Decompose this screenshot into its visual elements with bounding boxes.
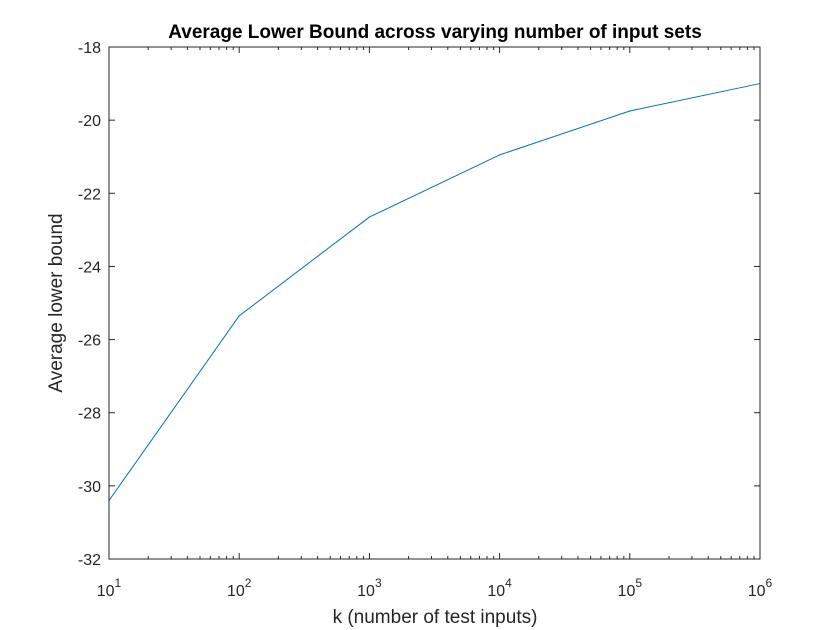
y-tick-label: -26 [78, 333, 101, 350]
series-point [629, 110, 631, 112]
y-tick-label: -30 [78, 479, 101, 496]
x-tick-label: 103 [357, 576, 382, 600]
x-tick-label: 102 [227, 576, 252, 600]
y-tick-label: -20 [78, 113, 101, 130]
x-tick-label: 106 [748, 576, 773, 600]
x-tick-base: 10 [487, 583, 505, 600]
y-tick-label: -18 [78, 40, 101, 57]
x-tick-label: 105 [618, 576, 643, 600]
x-tick-base: 10 [97, 583, 115, 600]
y-tick-label: -32 [78, 552, 101, 569]
plot-frame [108, 46, 761, 560]
chart-title: Average Lower Bound across varying numbe… [168, 22, 702, 43]
x-tick-exponent: 2 [245, 576, 252, 590]
x-tick-base: 10 [357, 583, 375, 600]
series-line [108, 83, 761, 501]
x-tick-base: 10 [227, 583, 245, 600]
x-tick-label: 104 [487, 576, 512, 600]
x-tick-base: 10 [618, 583, 636, 600]
y-tick-label: -28 [78, 406, 101, 423]
series-point [499, 154, 501, 156]
series-point [238, 315, 240, 317]
series-point [368, 216, 370, 218]
x-tick-base: 10 [748, 583, 766, 600]
x-tick-exponent: 5 [635, 576, 642, 590]
y-tick-label: -22 [78, 186, 101, 203]
x-axis-label: k (number of test inputs) [333, 607, 538, 628]
x-tick-label: 101 [97, 576, 122, 600]
y-tick-label: -24 [78, 259, 101, 276]
x-tick-exponent: 3 [375, 576, 382, 590]
x-tick-exponent: 1 [115, 576, 122, 590]
x-tick-exponent: 4 [505, 576, 512, 590]
x-tick-exponent: 6 [766, 576, 773, 590]
plot-area [109, 47, 760, 559]
y-axis-label: Average lower bound [46, 213, 67, 392]
